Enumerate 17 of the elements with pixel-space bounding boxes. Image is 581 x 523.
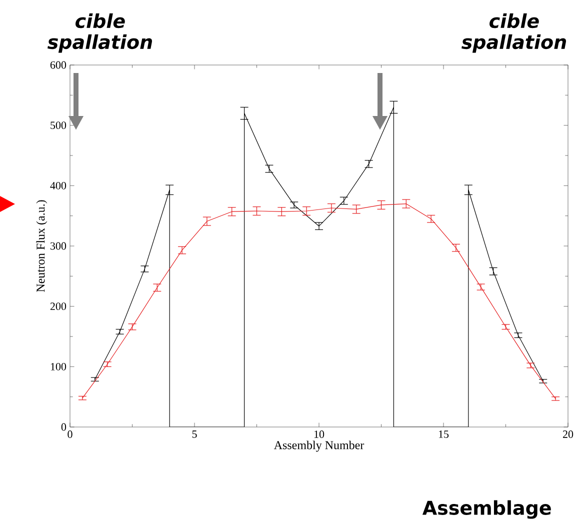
text: cible spallation [462,13,566,53]
y-tick-label: 100 [50,362,66,370]
x-tick-label: 0 [68,430,72,438]
text: cible spallation [48,13,152,53]
y-axis-title: Neutron Flux (a.u.) [36,200,48,292]
y-tick-label: 600 [50,61,66,69]
y-tick-label: 400 [50,182,66,190]
y-tick-label: 500 [50,122,66,130]
x-tick-label: 5 [192,430,197,438]
y-tick-label: 200 [50,302,66,310]
x-tick-label: 15 [438,430,449,438]
y-tick-label: 0 [61,423,66,431]
text: Assemblage [422,500,551,519]
x-tick-label: 10 [314,430,324,438]
x-axis-title: Assembly Number [274,440,364,452]
y-tick-label: 300 [50,242,66,250]
x-tick-label: 20 [562,430,574,438]
